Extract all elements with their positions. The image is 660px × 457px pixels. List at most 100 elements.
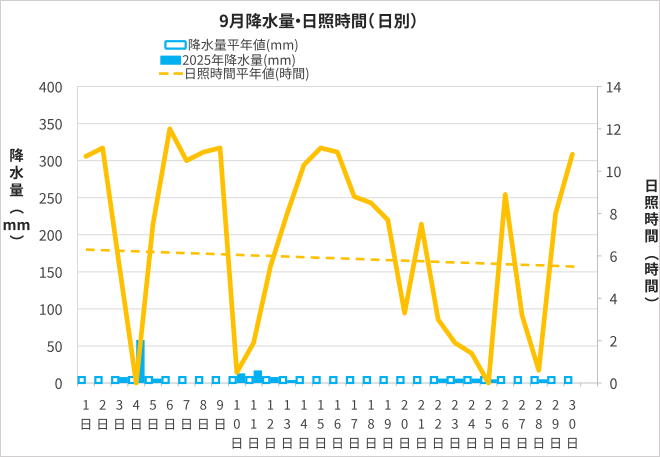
bar-precip-2025 bbox=[438, 378, 447, 383]
glyph bbox=[236, 68, 249, 80]
text-run bbox=[435, 418, 442, 429]
glyph bbox=[98, 418, 107, 430]
text-run bbox=[609, 293, 618, 305]
text-run bbox=[132, 400, 140, 410]
glyph bbox=[644, 297, 659, 302]
legend-item-precip-normal[interactable]: 降水量平年値(mm) bbox=[164, 38, 298, 53]
text-run bbox=[301, 400, 307, 410]
bar-precip-2025 bbox=[538, 379, 548, 383]
glyph bbox=[279, 13, 295, 29]
glyph bbox=[40, 304, 46, 315]
glyph bbox=[606, 166, 613, 178]
text-run bbox=[451, 399, 458, 410]
bar-precip-normal bbox=[295, 375, 304, 385]
glyph bbox=[303, 13, 316, 29]
text-run bbox=[552, 418, 559, 429]
text-run bbox=[115, 418, 124, 430]
line-sunshine-2025 bbox=[83, 126, 575, 386]
glyph bbox=[645, 279, 658, 293]
x-axis-labels bbox=[81, 399, 577, 449]
glyph bbox=[271, 42, 282, 50]
glyph bbox=[369, 12, 375, 29]
bar-precip-normal bbox=[312, 375, 321, 385]
text-run bbox=[10, 148, 24, 162]
glyph bbox=[610, 251, 617, 263]
glyph bbox=[468, 419, 475, 429]
legend-swatch-bar-outline bbox=[164, 40, 187, 50]
glyph bbox=[9, 183, 24, 197]
shape bbox=[9, 209, 24, 214]
text-run bbox=[568, 437, 577, 449]
glyph bbox=[433, 437, 443, 449]
text-run bbox=[517, 437, 527, 449]
glyph bbox=[451, 418, 458, 429]
text-run bbox=[502, 399, 509, 410]
glyph bbox=[606, 124, 613, 135]
text-run bbox=[266, 437, 275, 449]
text-run bbox=[535, 418, 542, 429]
text-run bbox=[385, 400, 391, 410]
glyph bbox=[275, 67, 279, 81]
text-run bbox=[610, 208, 617, 220]
glyph bbox=[301, 400, 307, 410]
text-run bbox=[435, 399, 442, 410]
glyph bbox=[39, 192, 47, 204]
glyph bbox=[166, 399, 173, 410]
glyph bbox=[645, 262, 659, 276]
glyph bbox=[295, 18, 301, 23]
glyph bbox=[351, 419, 358, 429]
glyph bbox=[266, 437, 275, 449]
text-run bbox=[450, 437, 460, 449]
text-run bbox=[468, 399, 475, 410]
bar-precip-normal bbox=[194, 375, 204, 385]
bar-precip-normal bbox=[547, 375, 556, 385]
text-run bbox=[534, 437, 544, 449]
legend-item-sunshine-normal[interactable]: 日照時間平年値(時間) bbox=[159, 67, 309, 81]
glyph bbox=[199, 418, 208, 430]
bar-precip-normal bbox=[345, 375, 355, 385]
vertical-text bbox=[433, 399, 443, 449]
glyph bbox=[131, 418, 141, 430]
text-run bbox=[384, 418, 391, 429]
vertical-text bbox=[199, 399, 208, 430]
text-run bbox=[83, 400, 89, 410]
text-run bbox=[418, 419, 425, 429]
text-run bbox=[251, 400, 257, 410]
y-axis-left-title: 降水量（mm） bbox=[3, 148, 30, 240]
text-run bbox=[350, 437, 359, 449]
glyph bbox=[568, 437, 577, 449]
glyph bbox=[333, 437, 342, 449]
glyph bbox=[535, 418, 542, 429]
vertical-text bbox=[316, 400, 326, 449]
glyph bbox=[418, 399, 425, 410]
bar-precip-2025 bbox=[287, 380, 296, 383]
legend-item-precip-2025[interactable]: 2025年降水量(mm) bbox=[160, 53, 295, 68]
bar-precip-normal bbox=[144, 375, 153, 385]
bar-precip-normal bbox=[111, 375, 120, 385]
text-run bbox=[131, 418, 141, 430]
glyph bbox=[10, 148, 24, 162]
glyph bbox=[350, 437, 359, 449]
text-run bbox=[283, 418, 291, 429]
glyph bbox=[613, 81, 621, 93]
glyph bbox=[253, 38, 266, 51]
text-run bbox=[417, 437, 426, 449]
vertical-text bbox=[182, 400, 191, 430]
glyph bbox=[318, 13, 334, 29]
text-run bbox=[199, 418, 208, 430]
glyph bbox=[211, 53, 224, 66]
glyph bbox=[366, 437, 376, 449]
glyph bbox=[47, 341, 54, 353]
glyph bbox=[39, 118, 46, 130]
vertical-text bbox=[81, 400, 91, 430]
glyph bbox=[569, 399, 576, 410]
glyph bbox=[501, 437, 510, 449]
bar-precip-normal bbox=[429, 375, 439, 385]
text-run bbox=[183, 400, 190, 410]
glyph bbox=[251, 400, 257, 410]
glyph bbox=[210, 67, 223, 80]
glyph bbox=[225, 53, 237, 66]
bar-precip-normal bbox=[446, 375, 455, 385]
glyph bbox=[534, 437, 544, 449]
glyph bbox=[251, 419, 257, 429]
